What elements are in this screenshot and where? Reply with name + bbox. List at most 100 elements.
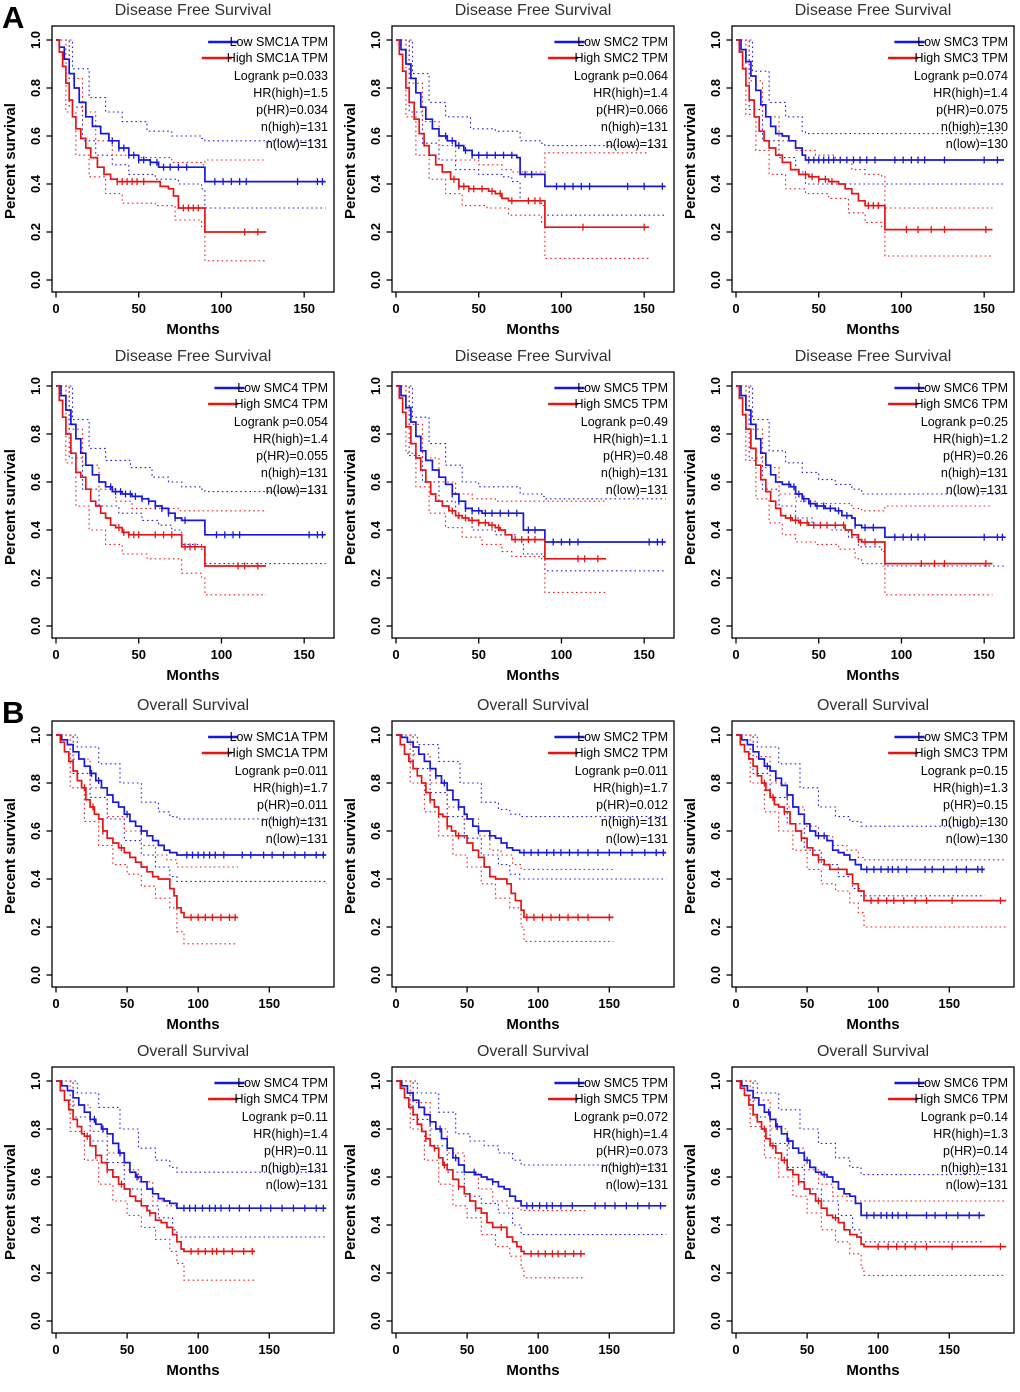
low-curve — [736, 1080, 985, 1217]
high-curve — [56, 39, 267, 233]
x-tick-label: 0 — [392, 647, 399, 662]
y-tick-label: 0.0 — [708, 1312, 723, 1330]
high-legend-label: High SMC2 TPM — [574, 51, 668, 65]
y-tick-label: 0.6 — [708, 127, 723, 145]
y-tick-label: 0.2 — [708, 918, 723, 936]
stat-line: n(high)=131 — [601, 120, 668, 134]
y-axis-title: Percent survival — [2, 798, 19, 914]
low-ci-lower — [56, 734, 327, 884]
y-tick-label: 0.6 — [28, 127, 43, 145]
plot-title: Overall Survival — [477, 1043, 589, 1060]
stat-line: n(high)=131 — [601, 1161, 668, 1175]
x-tick-label: 150 — [973, 301, 995, 316]
low-curve — [736, 734, 985, 871]
x-tick-label: 150 — [598, 996, 620, 1011]
plot-title: Disease Free Survival — [795, 348, 952, 365]
y-tick-label: 0.8 — [368, 425, 383, 443]
y-tick-label: 1.0 — [708, 31, 723, 49]
y-tick-label: 0.6 — [708, 822, 723, 840]
low-curve — [56, 385, 326, 536]
y-tick-label: 0.2 — [708, 223, 723, 241]
y-tick-label: 0.6 — [28, 473, 43, 491]
high-ci-lower — [56, 734, 238, 945]
high-ci-upper — [396, 385, 607, 502]
high-curve — [56, 734, 238, 919]
high-curve — [396, 734, 614, 919]
y-tick-label: 0.8 — [28, 79, 43, 97]
km-plot-smc3-os: Overall Survival 0 50 100 150 Months 0.0 0.2 0.4… — [680, 695, 1020, 1041]
high-curve — [396, 1080, 586, 1255]
plot-title: Disease Free Survival — [115, 2, 272, 19]
stat-line: n(high)=131 — [261, 466, 328, 480]
y-tick-label: 0.6 — [708, 1168, 723, 1186]
y-tick-label: 0.2 — [368, 569, 383, 587]
km-chart: Disease Free Survival 0 50 100 150 Months 0.0 0… — [2, 348, 335, 684]
high-ci-upper — [56, 734, 238, 868]
stat-line: n(low)=131 — [606, 137, 668, 151]
y-tick-label: 0.4 — [708, 174, 723, 193]
x-axis-title: Months — [166, 1016, 219, 1033]
x-tick-label: 100 — [551, 301, 573, 316]
low-legend-label: Low SMC6 TPM — [917, 381, 1008, 395]
low-ci-upper — [396, 734, 667, 818]
stat-line: n(high)=131 — [601, 815, 668, 829]
low-ci-lower — [396, 734, 667, 880]
y-tick-label: 0.4 — [368, 869, 383, 888]
x-tick-label: 100 — [867, 1342, 889, 1357]
x-axis-title: Months — [846, 321, 899, 338]
y-tick-label: 0.8 — [368, 774, 383, 792]
x-tick-label: 100 — [211, 647, 233, 662]
km-plot-smc6-os: Overall Survival 0 50 100 150 Months 0.0 0.2 0.4… — [680, 1041, 1020, 1387]
x-axis-title: Months — [846, 1362, 899, 1379]
x-tick-label: 150 — [293, 647, 315, 662]
high-ci-upper — [736, 39, 993, 209]
km-plot-smc1a-os: Overall Survival 0 50 100 150 Months 0.0 0.2 0.4… — [0, 695, 340, 1041]
stat-line: n(low)=130 — [946, 137, 1008, 151]
y-tick-label: 1.0 — [708, 726, 723, 744]
x-tick-label: 0 — [52, 301, 59, 316]
x-axis-title: Months — [846, 1016, 899, 1033]
low-legend-label: Low SMC2 TPM — [577, 730, 668, 744]
stat-line: HR(high)=1.3 — [933, 781, 1008, 795]
x-tick-label: 0 — [392, 301, 399, 316]
stat-line: n(high)=131 — [941, 1161, 1008, 1175]
stat-line: p(HR)=0.48 — [603, 449, 668, 463]
low-curve — [736, 385, 1006, 539]
km-plot-smc2-os: Overall Survival 0 50 100 150 Months 0.0 0.2 0.4… — [340, 695, 680, 1041]
y-tick-label: 0.6 — [708, 473, 723, 491]
high-curve — [396, 39, 650, 229]
y-tick-label: 1.0 — [28, 726, 43, 744]
low-legend-label: Low SMC4 TPM — [237, 381, 328, 395]
panel-a: A Disease Free Survival 0 50 100 150 Months 0.… — [0, 0, 1020, 692]
high-legend-label: High SMC5 TPM — [574, 397, 668, 411]
low-legend-label: Low SMC5 TPM — [577, 381, 668, 395]
low-curve — [736, 39, 1004, 161]
plot-frame — [391, 720, 675, 988]
x-tick-label: 0 — [732, 301, 739, 316]
km-plot-smc3-dfs: Disease Free Survival 0 50 100 150 Months 0.0 0… — [680, 0, 1020, 346]
stat-line: p(HR)=0.034 — [256, 103, 328, 117]
high-ci-lower — [56, 39, 267, 262]
stat-line: HR(high)=1.3 — [933, 1127, 1008, 1141]
panel-b-label: B — [2, 695, 25, 730]
y-tick-label: 0.2 — [708, 1264, 723, 1282]
km-plot-smc6-dfs: Disease Free Survival 0 50 100 150 Months 0.0 0… — [680, 346, 1020, 692]
low-ci-upper — [56, 385, 326, 493]
x-tick-label: 0 — [392, 1342, 399, 1357]
low-ci-lower — [56, 1080, 327, 1238]
stat-line: n(low)=131 — [606, 832, 668, 846]
x-tick-label: 0 — [52, 647, 59, 662]
high-ci-lower — [56, 385, 267, 596]
km-chart: Disease Free Survival 0 50 100 150 Months 0.0 0… — [2, 2, 335, 338]
x-axis-title: Months — [506, 667, 559, 684]
x-axis-title: Months — [166, 667, 219, 684]
stat-line: n(low)=130 — [946, 832, 1008, 846]
x-tick-label: 0 — [732, 996, 739, 1011]
stat-line: HR(high)=1.7 — [253, 781, 328, 795]
y-tick-label: 1.0 — [368, 726, 383, 744]
y-tick-label: 0.2 — [368, 1264, 383, 1282]
x-axis-title: Months — [506, 1362, 559, 1379]
stat-line: p(HR)=0.14 — [943, 1144, 1008, 1158]
stat-line: HR(high)=1.4 — [253, 432, 328, 446]
high-legend-label: High SMC2 TPM — [574, 746, 668, 760]
